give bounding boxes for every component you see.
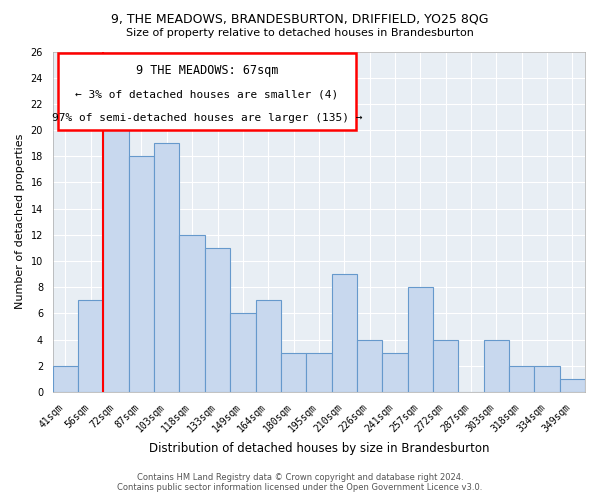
Bar — [78, 300, 103, 392]
Text: 9 THE MEADOWS: 67sqm: 9 THE MEADOWS: 67sqm — [136, 64, 278, 76]
Bar — [230, 314, 256, 392]
Bar — [103, 104, 129, 392]
Bar — [382, 352, 407, 392]
Bar — [281, 352, 306, 392]
Bar — [535, 366, 560, 392]
Bar — [484, 340, 509, 392]
X-axis label: Distribution of detached houses by size in Brandesburton: Distribution of detached houses by size … — [149, 442, 489, 455]
Text: ← 3% of detached houses are smaller (4): ← 3% of detached houses are smaller (4) — [76, 90, 339, 100]
Bar — [306, 352, 332, 392]
FancyBboxPatch shape — [58, 53, 356, 130]
Bar — [509, 366, 535, 392]
Bar — [205, 248, 230, 392]
Bar — [433, 340, 458, 392]
Bar — [560, 379, 585, 392]
Text: Size of property relative to detached houses in Brandesburton: Size of property relative to detached ho… — [126, 28, 474, 38]
Bar — [179, 235, 205, 392]
Bar — [154, 143, 179, 392]
Bar — [256, 300, 281, 392]
Text: Contains HM Land Registry data © Crown copyright and database right 2024.
Contai: Contains HM Land Registry data © Crown c… — [118, 473, 482, 492]
Y-axis label: Number of detached properties: Number of detached properties — [15, 134, 25, 310]
Bar — [407, 287, 433, 392]
Bar — [53, 366, 78, 392]
Bar — [129, 156, 154, 392]
Text: 9, THE MEADOWS, BRANDESBURTON, DRIFFIELD, YO25 8QG: 9, THE MEADOWS, BRANDESBURTON, DRIFFIELD… — [111, 12, 489, 26]
Bar — [332, 274, 357, 392]
Text: 97% of semi-detached houses are larger (135) →: 97% of semi-detached houses are larger (… — [52, 112, 362, 122]
Bar — [357, 340, 382, 392]
